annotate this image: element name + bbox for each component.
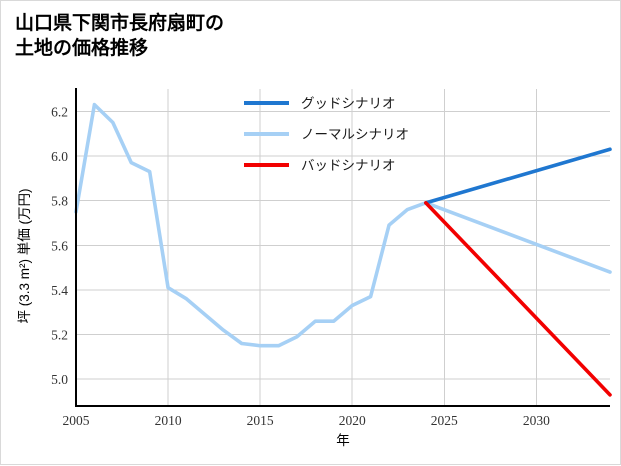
y-tick-label: 5.0	[51, 372, 68, 387]
x-axis-tick-labels: 2005 2010 2015 2020 2025 2030	[63, 413, 551, 428]
y-axis-tick-labels: 5.0 5.2 5.4 5.6 5.8 6.0 6.2	[51, 104, 68, 387]
series-line-グッドシナリオ	[424, 147, 612, 205]
x-axis-title: 年	[336, 433, 350, 448]
x-tick-label: 2010	[155, 413, 182, 428]
legend-label-ノーマルシナリオ: ノーマルシナリオ	[301, 127, 409, 142]
x-tick-label: 2025	[431, 413, 458, 428]
y-tick-label: 5.8	[51, 194, 68, 209]
legend-label-バッドシナリオ: バッドシナリオ	[301, 158, 396, 173]
series-group	[74, 102, 612, 397]
x-tick-label: 2015	[247, 413, 274, 428]
y-tick-label: 6.0	[51, 149, 68, 164]
y-tick-label: 6.2	[51, 104, 68, 119]
y-tick-label: 5.2	[51, 328, 68, 343]
x-tick-label: 2020	[339, 413, 366, 428]
axis-spines	[74, 88, 610, 408]
x-tick-label: 2030	[523, 413, 550, 428]
legend-label-グッドシナリオ: グッドシナリオ	[301, 96, 396, 111]
x-tick-label: 2005	[63, 413, 90, 428]
series-line-バッドシナリオ	[424, 201, 612, 397]
y-axis-title: 坪 (3.3 m²) 単価 (万円)	[17, 189, 32, 324]
y-tick-label: 5.4	[51, 283, 68, 298]
page-title: 山口県下関市長府扇町の 土地の価格推移	[15, 13, 225, 60]
series-line-ノーマルシナリオ	[74, 102, 612, 348]
y-tick-label: 5.6	[51, 238, 68, 253]
